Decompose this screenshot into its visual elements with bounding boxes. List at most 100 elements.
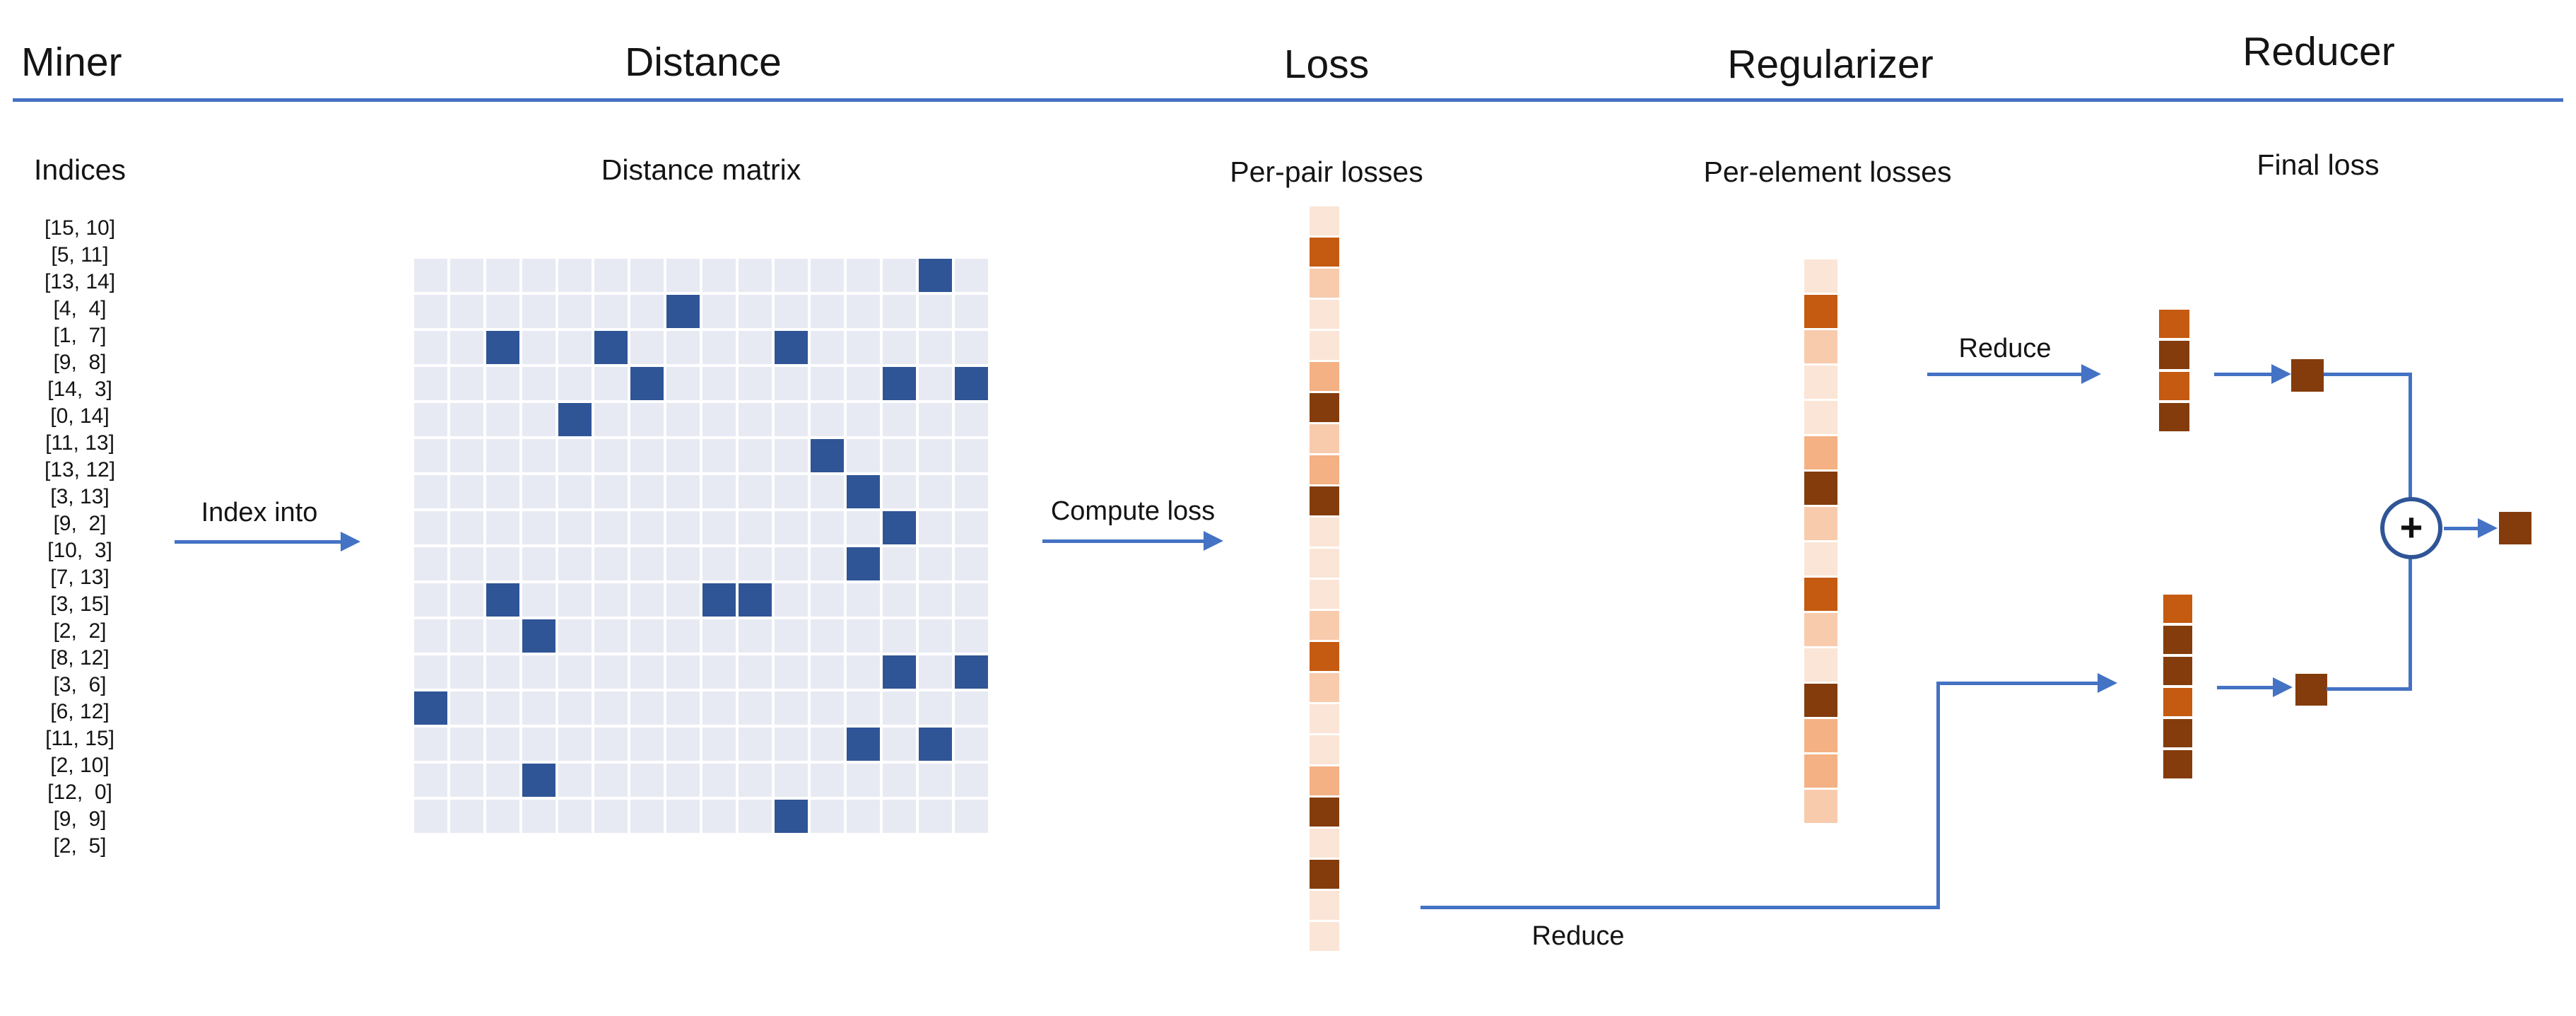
matrix-cell: [883, 619, 916, 653]
matrix-cell: [522, 728, 555, 761]
matrix-cell: [883, 547, 916, 580]
matrix-cell: [811, 331, 844, 364]
matrix-cell: [666, 511, 700, 544]
per-pair-loss-cell: [1310, 486, 1339, 515]
matrix-cell: [522, 439, 555, 472]
per-pair-loss-cell: [1310, 362, 1339, 391]
matrix-cell: [883, 403, 916, 436]
reduce-top-arrowhead-icon: [2081, 364, 2101, 384]
matrix-cell: [522, 583, 555, 617]
matrix-cell-mined: [522, 619, 555, 653]
matrix-cell: [666, 728, 700, 761]
header-regularizer: Regularizer: [1727, 42, 1934, 87]
matrix-cell: [666, 439, 700, 472]
matrix-cell: [811, 475, 844, 508]
matrix-cell: [558, 475, 592, 508]
per-pair-loss-cell: [1310, 580, 1339, 609]
matrix-cell: [630, 728, 664, 761]
per-pair-loss-cell: [1310, 238, 1339, 267]
index-pair: [7, 13]: [50, 566, 110, 589]
matrix-cell: [522, 331, 555, 364]
matrix-cell-mined: [775, 331, 808, 364]
matrix-cell: [955, 511, 988, 544]
matrix-cell: [919, 295, 952, 328]
per-element-loss-cell: [1804, 684, 1837, 717]
index-pair: [2, 10]: [50, 754, 110, 777]
matrix-cell: [558, 547, 592, 580]
matrix-cell: [702, 403, 736, 436]
matrix-cell: [702, 691, 736, 725]
matrix-cell: [883, 764, 916, 797]
matrix-cell: [414, 547, 447, 580]
matrix-cell: [594, 764, 628, 797]
matrix-cell: [739, 475, 772, 508]
matrix-cell: [450, 728, 483, 761]
matrix-cell: [558, 728, 592, 761]
matrix-cell: [630, 547, 664, 580]
matrix-cell: [955, 764, 988, 797]
header-reducer: Reducer: [2242, 29, 2395, 74]
reduce-bottom-line-vertical: [1936, 682, 1940, 909]
compute-loss-arrowhead-icon: [1204, 531, 1223, 551]
matrix-cell: [775, 655, 808, 689]
matrix-cell-mined: [847, 475, 880, 508]
matrix-cell: [558, 439, 592, 472]
per-element-loss-cell: [1804, 259, 1837, 293]
reduced-bottom-cell: [2163, 626, 2192, 654]
compute-loss-arrow-line: [1042, 539, 1205, 543]
matrix-cell: [414, 403, 447, 436]
matrix-cell-mined: [955, 367, 988, 400]
matrix-cell: [702, 655, 736, 689]
matrix-cell-mined: [847, 728, 880, 761]
matrix-cell: [739, 547, 772, 580]
matrix-cell: [775, 295, 808, 328]
matrix-cell: [594, 475, 628, 508]
matrix-cell: [955, 475, 988, 508]
index-pair: [9, 9]: [53, 807, 107, 831]
reduce-bottom-arrow-line: [1936, 682, 2099, 685]
matrix-cell: [486, 439, 519, 472]
index-pair: [12, 0]: [47, 781, 112, 804]
matrix-cell: [594, 439, 628, 472]
per-element-loss-cell: [1804, 578, 1837, 611]
matrix-cell: [739, 728, 772, 761]
per-element-loss-cell: [1804, 648, 1837, 682]
matrix-cell: [811, 619, 844, 653]
matrix-cell: [775, 728, 808, 761]
matrix-cell: [955, 439, 988, 472]
label-reduce-bottom: Reduce: [1531, 921, 1625, 951]
matrix-cell: [522, 655, 555, 689]
reduced-top-cell: [2159, 372, 2189, 400]
matrix-cell: [666, 583, 700, 617]
matrix-cell: [739, 403, 772, 436]
matrix-cell: [847, 439, 880, 472]
matrix-cell: [847, 583, 880, 617]
matrix-cell: [414, 295, 447, 328]
matrix-cell: [847, 619, 880, 653]
index-pair: [2, 2]: [53, 619, 107, 643]
matrix-cell: [450, 764, 483, 797]
label-final-loss: Final loss: [2257, 148, 2380, 181]
matrix-cell: [594, 511, 628, 544]
per-pair-loss-cell: [1310, 829, 1339, 858]
matrix-cell: [739, 691, 772, 725]
matrix-cell: [450, 403, 483, 436]
matrix-cell: [775, 403, 808, 436]
per-element-loss-cell: [1804, 542, 1837, 576]
top-column-arrowhead-icon: [2271, 364, 2291, 384]
matrix-cell: [775, 475, 808, 508]
matrix-cell: [486, 475, 519, 508]
top-square-connector-horizontal: [2324, 373, 2412, 376]
reduced-bottom-column: [2163, 595, 2192, 778]
matrix-cell: [919, 655, 952, 689]
per-pair-loss-cell: [1310, 860, 1339, 889]
matrix-cell: [414, 619, 447, 653]
matrix-cell: [919, 331, 952, 364]
matrix-cell: [450, 259, 483, 292]
index-pair: [14, 3]: [47, 378, 112, 401]
matrix-cell-mined: [486, 331, 519, 364]
matrix-cell: [450, 691, 483, 725]
index-into-arrowhead-icon: [341, 532, 360, 551]
matrix-cell: [630, 619, 664, 653]
